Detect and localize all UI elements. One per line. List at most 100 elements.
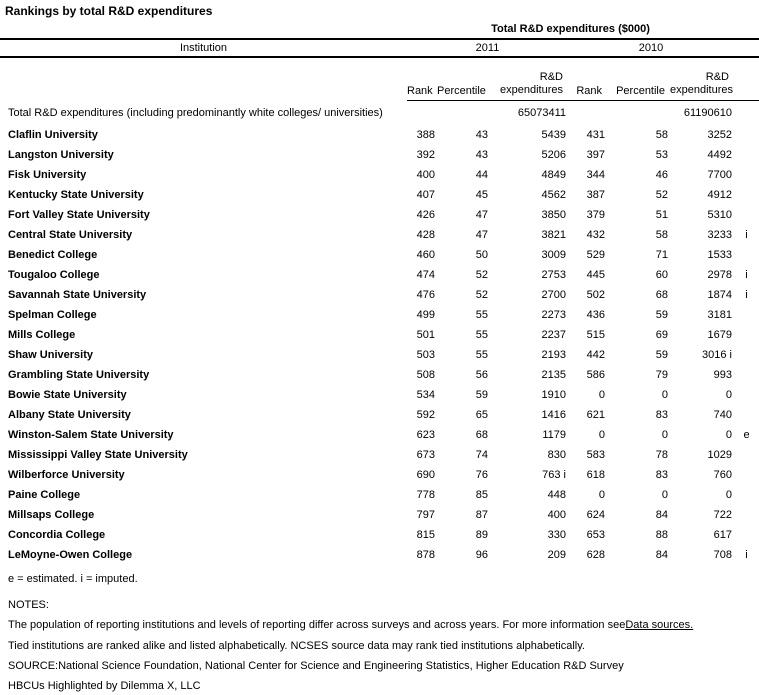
percentile-2010-cell: 0 [661,489,668,501]
rank-2010-cell: 0 [598,489,605,501]
rd-expenditures-2010-cell: 4912 [707,189,733,201]
table-row: LeMoyne-Owen College 878 96 209 628 84 708 i [0,545,759,565]
institution-cell: Millsaps College [8,509,95,521]
percentile-2010-cell: 71 [655,249,668,261]
rank-2010-cell: 621 [586,409,605,421]
rd-expenditures-2011-header: R&D expenditures [490,57,568,101]
flag-cell [734,505,759,525]
table-row: Kentucky State University 407 45 4562 387 52 4… [0,185,759,205]
flag-cell [734,525,759,545]
percentile-2010-cell: 83 [655,469,668,481]
percentile-2011-cell: 52 [475,269,488,281]
rd-expenditures-2010-cell: 1679 [707,329,733,341]
rank-2011-cell: 474 [416,269,435,281]
percentile-2011-cell: 76 [475,469,488,481]
flag-cell [734,385,759,405]
rank-2011-cell: 690 [416,469,435,481]
percentile-2011-cell: 47 [475,229,488,241]
sub-header-row: Rank Percentile R&D expenditures Rank Pe… [0,57,759,101]
rd-expenditures-2011-cell: 763 i [542,469,566,481]
rd-expenditures-2010-cell: 2978 [707,269,733,281]
table-row: Tougaloo College 474 52 2753 445 60 2978 i [0,265,759,285]
year-2011-header: 2011 [407,39,568,58]
institution-cell: Concordia College [8,529,106,541]
group-header-spacer [734,20,759,40]
rank-2011-cell: 426 [416,209,435,221]
institution-cell: Fort Valley State University [8,209,150,221]
table-row: Wilberforce University 690 76 763 i 618 83 760 [0,465,759,485]
percentile-2010-cell: 78 [655,449,668,461]
rd-expenditures-2011-cell: 209 [547,549,566,561]
table-row: Spelman College 499 55 2273 436 59 3181 [0,305,759,325]
percentile-2010-header: Percentile [607,57,670,101]
rank-2010-header: Rank [568,57,607,101]
percentile-2011-cell: 47 [475,209,488,221]
rd-expenditures-2010-cell: 1874 [707,289,733,301]
institution-cell: Total R&D expenditures (including predom… [8,106,383,119]
rank-2010-cell: 442 [586,349,605,361]
institution-cell: Wilberforce University [8,469,125,481]
percentile-2010-cell: 59 [655,309,668,321]
institution-cell: Spelman College [8,309,97,321]
rank-2011-cell: 388 [416,129,435,141]
flag-cell [734,125,759,145]
rd-expenditures-2011-cell: 330 [547,529,566,541]
rankings-table: Total R&D expenditures ($000) Institutio… [0,20,759,565]
institution-cell: Savannah State University [8,289,147,301]
rank-2010-cell: 432 [586,229,605,241]
percentile-2011-cell: 45 [475,189,488,201]
table-row: Paine College 778 85 448 0 0 0 [0,485,759,505]
table-row: Concordia College 815 89 330 653 88 617 [0,525,759,545]
data-sources-link[interactable]: Data sources. [625,619,694,631]
flag-cell [734,445,759,465]
footnote: e = estimated. i = imputed. [8,573,138,585]
percentile-2011-cell: 87 [475,509,488,521]
rd-expenditures-2011-cell: 3009 [541,249,566,261]
rank-2011-cell: 428 [416,229,435,241]
institution-cell: Claflin University [8,129,98,141]
flag-cell [734,325,759,345]
rank-2011-cell: 503 [416,349,435,361]
note-line-1: The population of reporting institutions… [8,619,626,631]
rank-2011-cell: 534 [416,389,435,401]
table-row: Grambling State University 508 56 2135 586 79… [0,365,759,385]
rd-expenditures-2010-cell: 993 [713,369,733,381]
rd-expenditures-2011-cell: 830 [547,449,566,461]
rank-2010-cell: 583 [586,449,605,461]
rd-expenditures-2011-cell: 1416 [541,409,566,421]
institution-cell: Central State University [8,229,133,241]
flag-cell: i [745,289,748,301]
institution-cell: Shaw University [8,349,93,361]
percentile-2010-cell: 84 [655,509,668,521]
institution-cell: Tougaloo College [8,269,100,281]
table-row: Shaw University 503 55 2193 442 59 3016 i [0,345,759,365]
table-row: Fort Valley State University 426 47 3850 379… [0,205,759,225]
percentile-2010-cell: 88 [655,529,668,541]
rd-expenditures-2011-cell: 2237 [541,329,566,341]
table-row: Fisk University 400 44 4849 344 46 7700 [0,165,759,185]
rd-expenditures-2011-cell: 2753 [541,269,566,281]
rank-2010-cell: 379 [586,209,605,221]
rank-2011-cell: 508 [416,369,435,381]
rd-expenditures-2010-cell: 0 [725,489,733,501]
note-line-1-row: The population of reporting institutions… [0,618,759,632]
rd-expenditures-2010-cell: 1533 [707,249,733,261]
rd-expenditures-2011-cell: 4849 [541,169,566,181]
rank-2010-cell: 653 [586,529,605,541]
percentile-2011-cell: 55 [475,309,488,321]
percentile-2011-cell: 52 [475,289,488,301]
percentile-2011-cell: 55 [475,349,488,361]
percentile-2011-cell: 68 [475,429,488,441]
institution-cell: Mississippi Valley State University [8,449,188,461]
institution-cell: Grambling State University [8,369,150,381]
percentile-2011-cell [437,101,490,126]
rd-expenditures-2010-cell: 617 [713,529,733,541]
rank-2010-cell: 397 [586,149,605,161]
flag-cell [734,465,759,485]
rank-2011-cell: 592 [416,409,435,421]
group-header: Total R&D expenditures ($000) [407,20,735,40]
institution-header: Institution [0,39,407,58]
table-row: Albany State University 592 65 1416 621 83 740 [0,405,759,425]
rd-expenditures-2011-cell: 2700 [541,289,566,301]
rank-2011-cell: 815 [416,529,435,541]
